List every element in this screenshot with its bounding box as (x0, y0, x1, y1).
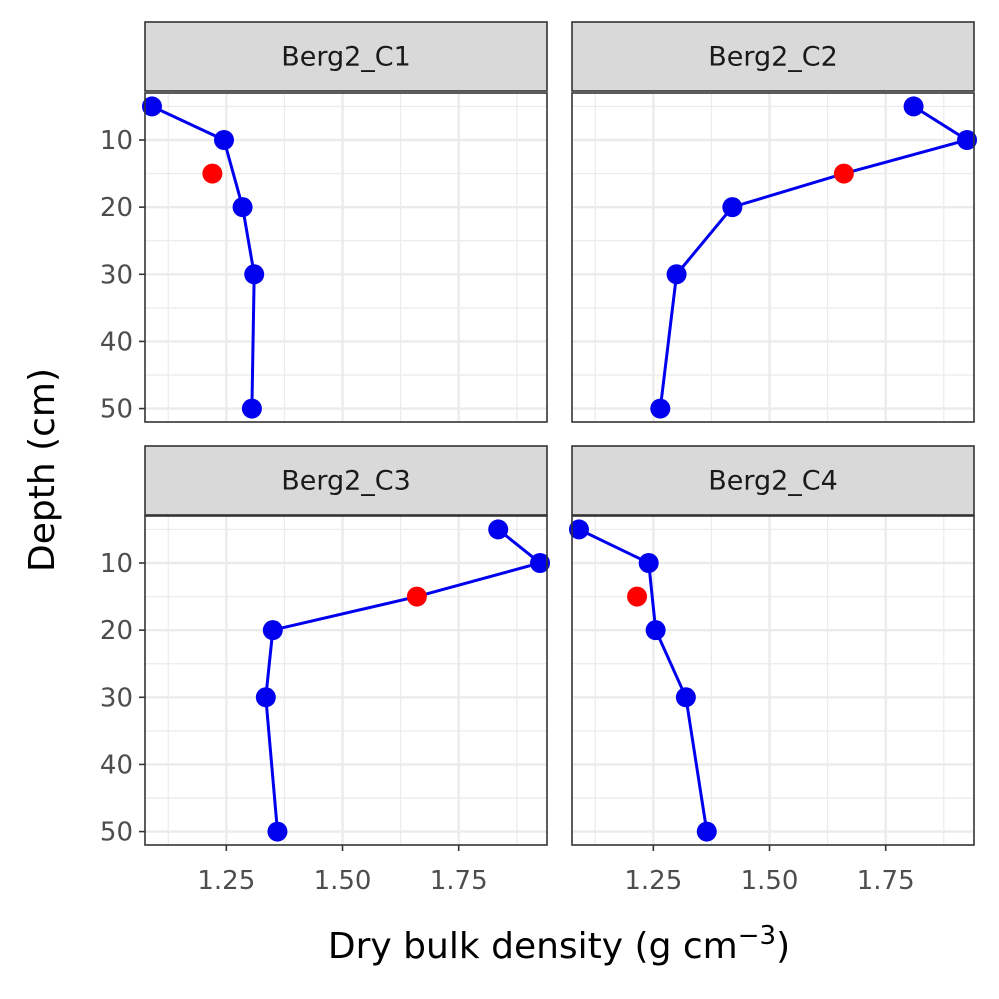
data-point (903, 96, 924, 117)
y-tick-label: 30 (100, 260, 133, 290)
x-tick-label: 1.75 (430, 866, 488, 896)
panel: Berg2_C1 (141, 21, 548, 423)
y-tick-label: 10 (100, 549, 133, 579)
axes-layer: 10 20 30 40 50 10 20 30 40 50 1.25 1.50 1.75 1.25 1.50… (100, 126, 915, 896)
data-point (957, 130, 978, 150)
y-tick-label: 40 (100, 750, 133, 780)
x-axis-title-suffix: ) (776, 926, 790, 967)
panel-border (144, 92, 548, 423)
y-tick-label: 50 (100, 818, 133, 848)
panel-background (572, 516, 974, 845)
y-tick-label: 30 (100, 683, 133, 713)
panel-title: Berg2_C4 (708, 466, 838, 497)
highlight-point (406, 586, 427, 607)
panel-strip (144, 21, 548, 92)
panels-layer: Berg2_C1 Berg2_C2 Berg2_C3 Berg2_C4 (141, 21, 978, 846)
panel-strip (571, 21, 975, 92)
data-point (244, 264, 265, 285)
highlight-point (833, 163, 854, 184)
panel-background (145, 93, 547, 422)
panel-background (572, 93, 974, 422)
data-point (675, 687, 696, 708)
x-tick-label: 1.50 (741, 866, 799, 896)
data-point (638, 553, 659, 573)
data-point (568, 519, 589, 540)
data-point (267, 821, 288, 842)
x-tick-label: 1.25 (624, 866, 682, 896)
panel-grid (145, 516, 547, 845)
panel: Berg2_C3 (144, 445, 551, 846)
data-point (645, 620, 666, 641)
panel-grid (572, 516, 974, 845)
data-point (255, 687, 276, 708)
x-tick-label: 1.75 (857, 866, 915, 896)
data-point (666, 264, 687, 285)
x-axis-title: Dry bulk density (g cm−3) (328, 921, 790, 967)
data-point (488, 519, 509, 540)
series-line (658, 105, 971, 409)
data-point (650, 398, 671, 419)
panel-title: Berg2_C2 (708, 42, 838, 73)
panel-border (571, 515, 975, 846)
y-tick-label: 20 (100, 193, 133, 223)
x-axis-title-superscript: −3 (738, 921, 776, 951)
data-point (214, 130, 235, 150)
y-tick-label: 20 (100, 616, 133, 646)
data-point (722, 197, 743, 218)
panel-background (145, 516, 547, 845)
panel-grid (572, 93, 974, 422)
data-point (696, 821, 717, 842)
y-tick-label: 50 (100, 395, 133, 425)
data-point (241, 398, 262, 419)
panel-border (144, 515, 548, 846)
highlight-point (202, 163, 223, 184)
highlight-point (627, 586, 648, 607)
panel-strip (144, 445, 548, 516)
panel-strip (571, 445, 975, 516)
panel-border (571, 92, 975, 423)
panel: Berg2_C2 (571, 21, 978, 423)
y-tick-label: 40 (100, 327, 133, 357)
panel: Berg2_C4 (568, 445, 975, 846)
data-point (262, 620, 283, 641)
panel-title: Berg2_C3 (281, 466, 411, 497)
data-point (141, 96, 162, 117)
x-tick-label: 1.50 (314, 866, 372, 896)
x-axis-title-main: Dry bulk density (g cm (328, 926, 738, 967)
data-point (530, 553, 551, 573)
y-axis-title: Depth (cm) (22, 368, 63, 572)
y-tick-label: 10 (100, 126, 133, 156)
panel-title: Berg2_C1 (281, 42, 411, 73)
data-point (232, 197, 253, 218)
x-tick-label: 1.25 (197, 866, 255, 896)
